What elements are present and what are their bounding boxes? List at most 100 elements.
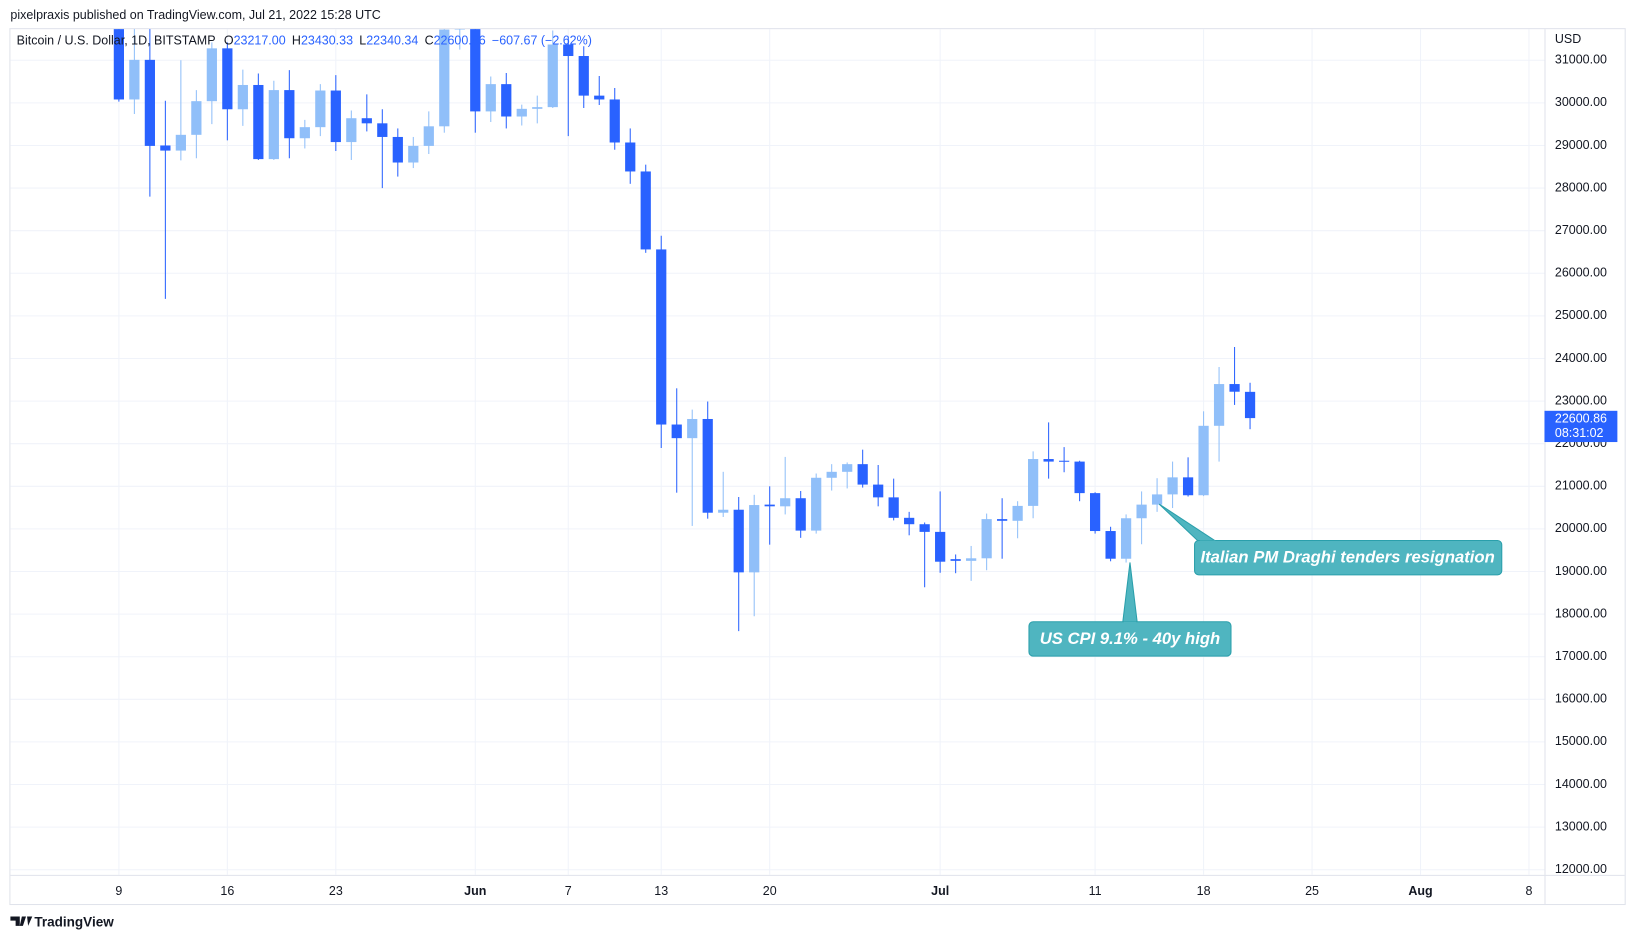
candle-body [206, 48, 217, 102]
candles [113, 29, 1256, 632]
candle-body [733, 509, 744, 573]
candle-body [966, 558, 977, 561]
candle-body [377, 123, 388, 137]
candle-body [656, 249, 667, 425]
y-tick-label: 16000.00 [1555, 692, 1607, 706]
high-value: 23430.33 [301, 34, 353, 48]
candle-body [857, 464, 868, 485]
callout-text: US CPI 9.1% - 40y high [1040, 629, 1221, 648]
candle-body [780, 498, 791, 507]
brand-logo [10, 916, 33, 926]
candle-body [1167, 477, 1178, 495]
candle-body [237, 84, 248, 110]
low-label: L [359, 34, 366, 48]
currency: USD [1555, 32, 1581, 46]
x-tick-label: 23 [329, 884, 343, 898]
candle-body [842, 464, 853, 472]
open-label: O [224, 34, 234, 48]
candle-body [1089, 493, 1101, 532]
y-tick-label: 30000.00 [1555, 95, 1607, 109]
candle-body [439, 29, 450, 127]
candle-body [671, 424, 682, 439]
candle-body [253, 84, 264, 160]
candle-body [935, 531, 946, 562]
annotation-draghi: Italian PM Draghi tenders resignation [1158, 503, 1503, 576]
candle-body [1182, 477, 1194, 496]
candle-body [485, 84, 496, 112]
x-tick-label: 9 [115, 884, 122, 898]
candle-body [795, 498, 806, 531]
candle-body [904, 517, 915, 525]
candle-body [749, 505, 760, 573]
candle-body [113, 29, 124, 100]
candle-body [609, 99, 620, 143]
y-tick-label: 18000.00 [1555, 606, 1607, 620]
candle-body [361, 118, 372, 124]
candle-body [1213, 384, 1225, 426]
y-tick-label: 25000.00 [1555, 308, 1607, 322]
candle-body [175, 134, 186, 151]
candle-body [687, 418, 698, 439]
attribution: pixelpraxis published on TradingView.com… [10, 8, 380, 22]
x-tick-label: Jul [931, 884, 949, 898]
y-tick-label: 15000.00 [1555, 734, 1607, 748]
candle-body [1028, 459, 1039, 506]
x-tick-label: 20 [763, 884, 777, 898]
x-tick-label: 8 [1526, 884, 1533, 898]
y-tick-label: 24000.00 [1555, 351, 1607, 365]
symbol: Bitcoin / U.S. Dollar, 1D, BITSTAMP [17, 34, 216, 48]
x-tick-label: Jun [464, 884, 486, 898]
axes: 12000.00 13000.00 14000.00 15000.00 16000.00… [115, 53, 1618, 898]
y-tick-label: 29000.00 [1555, 138, 1607, 152]
candle-body [330, 90, 341, 143]
candle-body [1012, 505, 1023, 521]
candle-body [160, 145, 171, 151]
y-tick-label: 31000.00 [1555, 53, 1607, 67]
candle-body [578, 56, 589, 96]
candle-body [1043, 459, 1054, 462]
candle-body [1151, 494, 1163, 505]
candle-body [532, 107, 543, 109]
last-price-box [1544, 410, 1618, 443]
y-tick-label: 26000.00 [1555, 266, 1607, 280]
y-tick-label: 13000.00 [1555, 819, 1607, 833]
candle-body [144, 59, 155, 146]
candle-body [470, 29, 481, 112]
y-tick-label: 19000.00 [1555, 564, 1607, 578]
candle-body [1244, 391, 1256, 419]
candle-body [950, 559, 961, 561]
x-tick-label: 7 [565, 884, 572, 898]
x-tick-label: Aug [1408, 884, 1432, 898]
y-tick-label: 14000.00 [1555, 777, 1607, 791]
candle-body [640, 171, 651, 250]
candle-body [997, 519, 1008, 521]
candle-body [454, 29, 465, 30]
annotation-cpi: US CPI 9.1% - 40y high [1028, 562, 1232, 657]
candle-body [764, 504, 775, 507]
candle-body [888, 497, 899, 518]
candle-body [501, 84, 512, 117]
brand: TradingView [34, 914, 114, 929]
candle-body [299, 127, 310, 139]
candle-body [408, 145, 419, 163]
countdown: 08:31:02 [1555, 426, 1604, 440]
candle-body [129, 59, 140, 100]
candle-body [981, 519, 992, 559]
candle-body [919, 524, 930, 532]
candle-body [718, 509, 729, 513]
candle-body [222, 48, 233, 110]
candle-body [1229, 384, 1240, 392]
y-tick-label: 17000.00 [1555, 649, 1607, 663]
candle-body [625, 142, 636, 172]
candle-body [1198, 425, 1209, 496]
x-tick-label: 18 [1197, 884, 1211, 898]
y-tick-label: 27000.00 [1555, 223, 1607, 237]
y-tick-label: 23000.00 [1555, 393, 1607, 407]
candle-body [1120, 518, 1132, 559]
high-label: H [292, 34, 301, 48]
chart-frame [9, 28, 1626, 906]
close-value: 22600.86 [434, 34, 486, 48]
x-tick-label: 16 [220, 884, 234, 898]
candle-body [1105, 531, 1116, 559]
candle-body [594, 95, 605, 100]
